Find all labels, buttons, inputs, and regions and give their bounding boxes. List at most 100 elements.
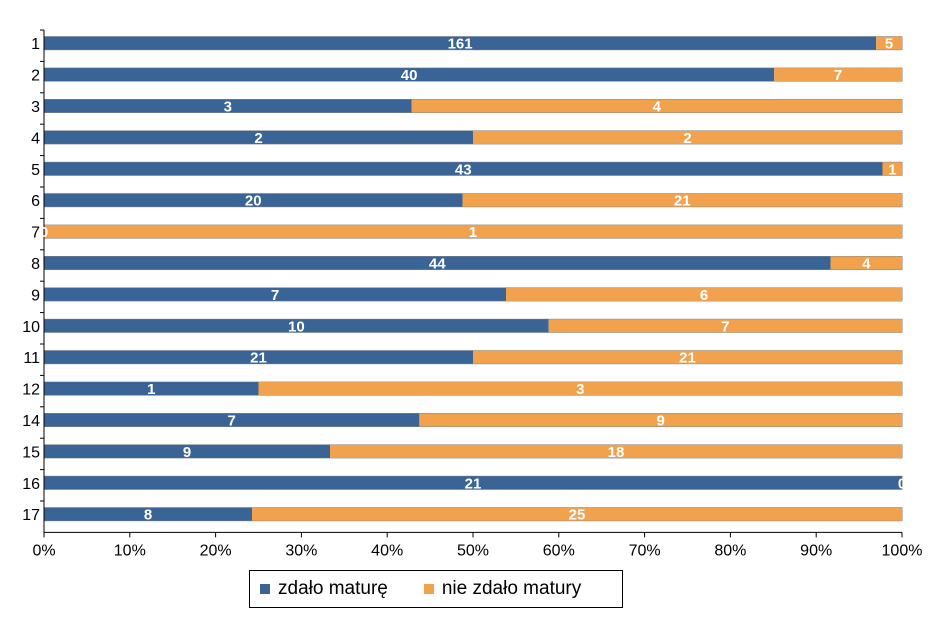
category-label-1: 1: [31, 36, 40, 53]
bar-failed-4: [473, 130, 902, 144]
data-label-failed-3: 4: [653, 99, 662, 116]
bar-passed-1: [44, 36, 877, 50]
data-label-failed-12: 3: [576, 381, 584, 398]
data-label-passed-1: 161: [448, 36, 473, 53]
data-label-passed-10: 10: [288, 318, 305, 335]
x-tick-label-0: 0%: [32, 542, 55, 559]
bar-passed-9: [44, 287, 506, 301]
legend-item-passed: zdało maturę: [260, 578, 388, 600]
category-label-5: 5: [31, 162, 40, 179]
data-label-failed-11: 21: [679, 350, 696, 367]
bar-failed-6: [462, 193, 902, 207]
data-label-passed-16: 21: [465, 475, 482, 492]
data-label-passed-5: 43: [455, 161, 472, 178]
bar-failed-15: [330, 444, 902, 458]
data-label-passed-2: 40: [401, 67, 418, 84]
bar-passed-5: [44, 162, 883, 176]
bar-failed-11: [473, 350, 902, 364]
data-label-failed-14: 9: [657, 413, 665, 430]
legend: zdało maturę nie zdało matury: [249, 570, 623, 608]
data-label-passed-8: 44: [429, 256, 446, 273]
bar-passed-4: [44, 130, 473, 144]
x-tick-label-1: 10%: [114, 542, 146, 559]
legend-swatch-passed: [260, 584, 270, 594]
category-label-14: 14: [22, 413, 40, 430]
data-label-failed-1: 5: [885, 36, 893, 53]
data-label-failed-7: 1: [469, 224, 477, 241]
category-label-10: 10: [22, 319, 40, 336]
category-label-16: 16: [22, 476, 40, 493]
category-label-8: 8: [31, 256, 40, 273]
bar-passed-2: [44, 68, 775, 82]
bar-failed-17: [252, 507, 902, 521]
x-tick-label-3: 30%: [285, 542, 317, 559]
data-labels-layer: 161 540 73 42 243 120 210 144 47 610 721 211 37 99 182…: [40, 36, 906, 524]
x-axis: 0% 10% 20% 30% 40% 50% 60% 70% 80% 90% 100%: [32, 30, 922, 559]
bar-failed-3: [411, 99, 902, 113]
bar-failed-7: [44, 225, 902, 239]
data-label-failed-15: 18: [608, 444, 625, 461]
data-label-failed-6: 21: [674, 193, 691, 210]
legend-item-failed: nie zdało matury: [423, 578, 582, 600]
legend-swatch-failed: [423, 584, 434, 594]
x-tick-label-9: 90%: [800, 542, 832, 559]
bar-failed-10: [548, 319, 902, 333]
bar-passed-8: [44, 256, 831, 270]
bar-passed-16: [44, 476, 902, 490]
data-label-failed-17: 25: [569, 507, 586, 524]
legend-label-failed: nie zdało matury: [441, 578, 582, 599]
category-label-2: 2: [31, 68, 40, 85]
bar-passed-15: [44, 444, 330, 458]
category-label-4: 4: [31, 130, 40, 147]
x-tick-label-4: 40%: [371, 542, 403, 559]
data-label-failed-2: 7: [834, 67, 842, 84]
bar-failed-1: [876, 36, 902, 50]
bar-passed-11: [44, 350, 473, 364]
bar-failed-8: [830, 256, 902, 270]
data-label-failed-10: 7: [721, 318, 729, 335]
data-label-passed-4: 2: [254, 130, 262, 147]
data-label-passed-12: 1: [147, 381, 155, 398]
bar-passed-12: [44, 382, 259, 396]
bar-passed-10: [44, 319, 549, 333]
bar-failed-5: [882, 162, 902, 176]
x-tick-label-2: 20%: [200, 542, 232, 559]
x-tick-label-5: 50%: [457, 542, 489, 559]
x-tick-label-7: 70%: [629, 542, 661, 559]
bar-failed-2: [774, 68, 902, 82]
data-label-passed-15: 9: [183, 444, 191, 461]
data-label-passed-17: 8: [144, 507, 152, 524]
category-label-7: 7: [31, 225, 40, 242]
bar-failed-12: [258, 382, 902, 396]
bar-failed-9: [506, 287, 902, 301]
data-label-failed-5: 1: [888, 161, 896, 178]
data-label-passed-11: 21: [250, 350, 267, 367]
data-label-passed-6: 20: [245, 193, 262, 210]
legend-label-passed: zdało maturę: [278, 578, 388, 599]
category-label-6: 6: [31, 193, 40, 210]
bar-passed-3: [44, 99, 412, 113]
bars-layer: [43, 36, 903, 522]
category-label-12: 12: [22, 382, 40, 399]
data-label-passed-3: 3: [224, 99, 232, 116]
category-label-11: 11: [23, 350, 40, 367]
bar-failed-14: [419, 413, 902, 427]
bar-passed-6: [44, 193, 463, 207]
data-label-failed-16: 0: [898, 475, 906, 492]
bar-passed-17: [44, 507, 252, 521]
data-label-passed-9: 7: [271, 287, 279, 304]
category-label-17: 17: [22, 507, 40, 524]
category-label-15: 15: [22, 444, 40, 461]
bar-passed-14: [44, 413, 420, 427]
x-tick-label-6: 60%: [543, 542, 575, 559]
category-label-9: 9: [31, 287, 40, 304]
data-label-passed-7: 0: [40, 224, 48, 241]
data-label-failed-9: 6: [700, 287, 708, 304]
x-tick-label-8: 80%: [714, 542, 746, 559]
category-label-3: 3: [31, 99, 40, 116]
data-label-failed-8: 4: [862, 256, 871, 273]
data-label-passed-14: 7: [228, 413, 236, 430]
data-label-failed-4: 2: [683, 130, 691, 147]
